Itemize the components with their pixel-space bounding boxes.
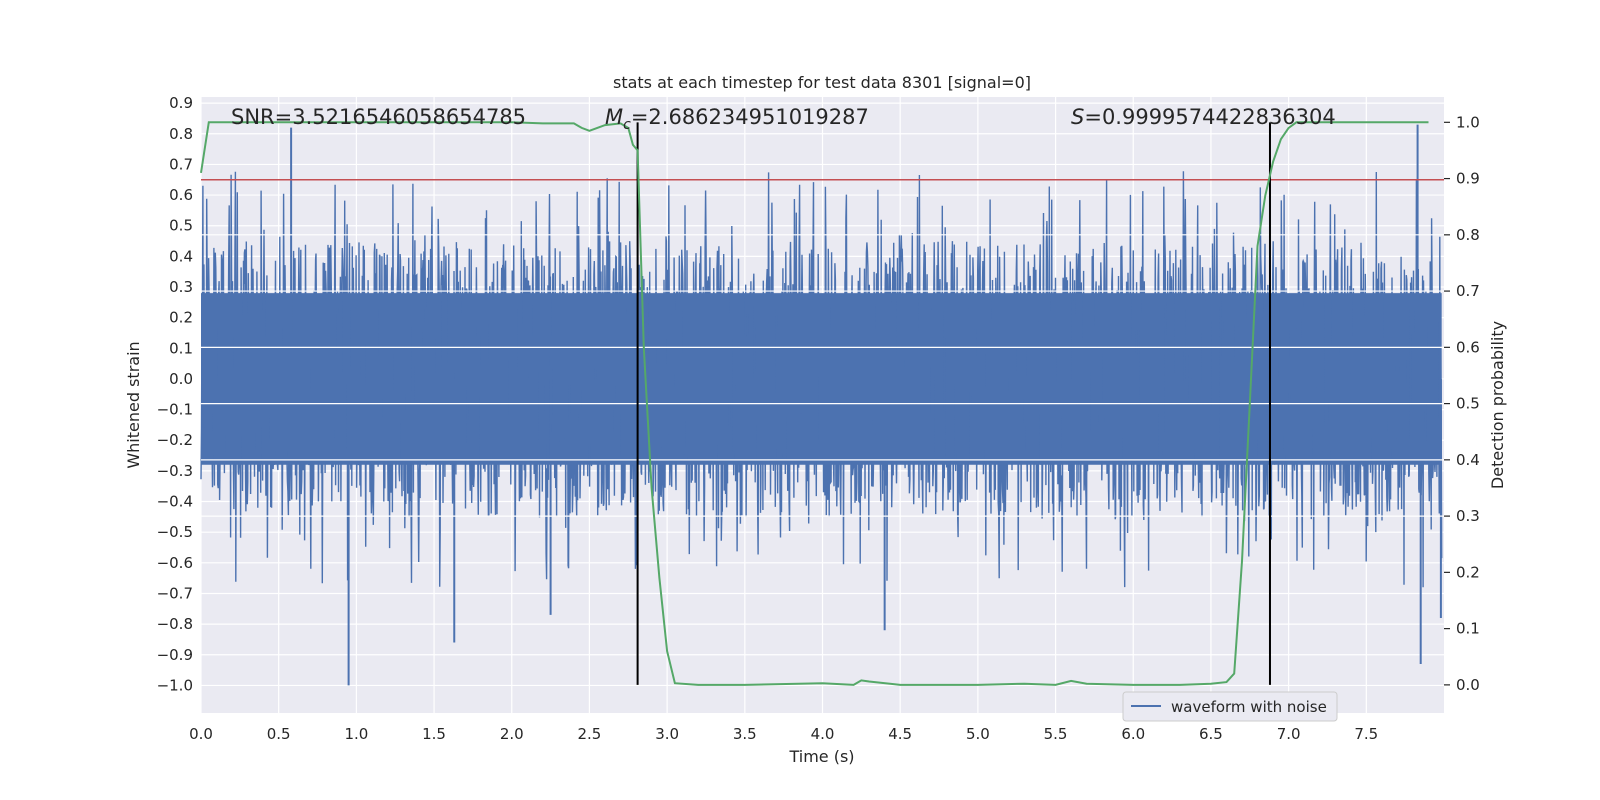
y-tick-label: −0.2: [157, 431, 193, 449]
x-tick-label: 6.5: [1199, 725, 1223, 743]
x-tick-label: 4.5: [888, 725, 912, 743]
y-right-tick-label: 1.0: [1456, 113, 1480, 131]
x-tick-label: 0.0: [189, 725, 213, 743]
y-tick-label: 0.2: [169, 309, 193, 327]
x-tick-label: 7.5: [1354, 725, 1378, 743]
snr-annotation: SNR=3.5216546058654785: [231, 105, 526, 129]
x-tick-label: 1.5: [422, 725, 446, 743]
overlap-value: =0.9999574422836304: [1084, 105, 1335, 129]
y-tick-label: −0.1: [157, 401, 193, 419]
chirp-mass-annotation: Mc=2.686234951019287: [605, 105, 869, 133]
legend-label: waveform with noise: [1171, 698, 1327, 716]
y-right-tick-label: 0.4: [1456, 451, 1480, 469]
y-tick-label: −0.5: [157, 523, 193, 541]
y-right-axis-ticks: 1.0 0.9 0.8 0.7 0.6 0.5 0.4 0.3 0.2 0.1 0.0: [1444, 113, 1480, 694]
y-right-tick-label: 0.6: [1456, 338, 1480, 356]
y-tick-label: 0.6: [169, 186, 193, 204]
y-tick-label: −0.7: [157, 584, 193, 602]
waveform-series: [200, 124, 1443, 686]
y-right-tick-label: 0.1: [1456, 620, 1480, 638]
x-axis-label: Time (s): [788, 747, 854, 766]
x-tick-label: 5.0: [966, 725, 990, 743]
x-tick-label: 5.5: [1044, 725, 1068, 743]
y-tick-label: −0.3: [157, 462, 193, 480]
legend-box: [1122, 691, 1338, 722]
y-tick-label: −0.6: [157, 554, 193, 572]
x-tick-label: 2.5: [578, 725, 602, 743]
y-tick-label: 0.4: [169, 247, 193, 265]
probability-series: [200, 121, 1429, 686]
x-tick-label: 4.0: [811, 725, 835, 743]
x-axis-ticks: 0.0 0.5 1.0 1.5 2.0 2.5 3.0 3.5 4.0 4.5 5.0 5.5 6.0 6…: [189, 725, 1378, 743]
x-tick-label: 6.0: [1121, 725, 1145, 743]
chirp-mass-value: =2.686234951019287: [631, 105, 869, 129]
y-right-tick-label: 0.8: [1456, 226, 1480, 244]
waveform-line: [200, 171, 1443, 588]
probability-line: [200, 121, 1429, 686]
y-tick-label: −0.8: [157, 615, 193, 633]
y-tick-label: 0.8: [169, 125, 193, 143]
y-right-tick-label: 0.9: [1456, 170, 1480, 188]
chirp-mass-symbol: M: [605, 105, 623, 129]
y-axis-ticks: 0.9 0.8 0.7 0.6 0.5 0.4 0.3 0.2 0.1 0.0 −0.1 −0.2 −0…: [157, 94, 193, 694]
y-right-axis-label: Detection probability: [1488, 321, 1507, 489]
y-tick-label: 0.7: [169, 155, 193, 173]
y-right-tick-label: 0.2: [1456, 563, 1480, 581]
y-tick-label: 0.5: [169, 217, 193, 235]
chirp-mass-subscript: c: [623, 117, 631, 133]
x-tick-label: 7.0: [1277, 725, 1301, 743]
x-tick-label: 1.0: [344, 725, 368, 743]
y-right-tick-label: 0.3: [1456, 507, 1480, 525]
event-markers: [636, 122, 1271, 685]
y-right-tick-label: 0.0: [1456, 676, 1480, 694]
y-right-tick-label: 0.7: [1456, 282, 1480, 300]
y-tick-label: 0.1: [169, 339, 193, 357]
x-tick-label: 0.5: [267, 725, 291, 743]
y-tick-label: −1.0: [157, 676, 193, 694]
overlap-symbol: S: [1071, 105, 1084, 129]
x-tick-label: 3.5: [733, 725, 757, 743]
x-tick-label: 2.0: [500, 725, 524, 743]
y-tick-label: −0.4: [157, 493, 193, 511]
legend: waveform with noise: [1122, 691, 1338, 722]
overlap-annotation: S=0.9999574422836304: [1071, 105, 1336, 129]
overlay-grid: [201, 234, 1444, 517]
y-right-tick-label: 0.5: [1456, 395, 1480, 413]
chart-title: stats at each timestep for test data 830…: [613, 73, 1031, 92]
y-tick-label: 0.3: [169, 278, 193, 296]
y-tick-label: 0.0: [169, 370, 193, 388]
x-tick-label: 3.0: [655, 725, 679, 743]
y-tick-label: −0.9: [157, 646, 193, 664]
y-axis-label: Whitened strain: [124, 341, 143, 468]
y-tick-label: 0.9: [169, 94, 193, 112]
